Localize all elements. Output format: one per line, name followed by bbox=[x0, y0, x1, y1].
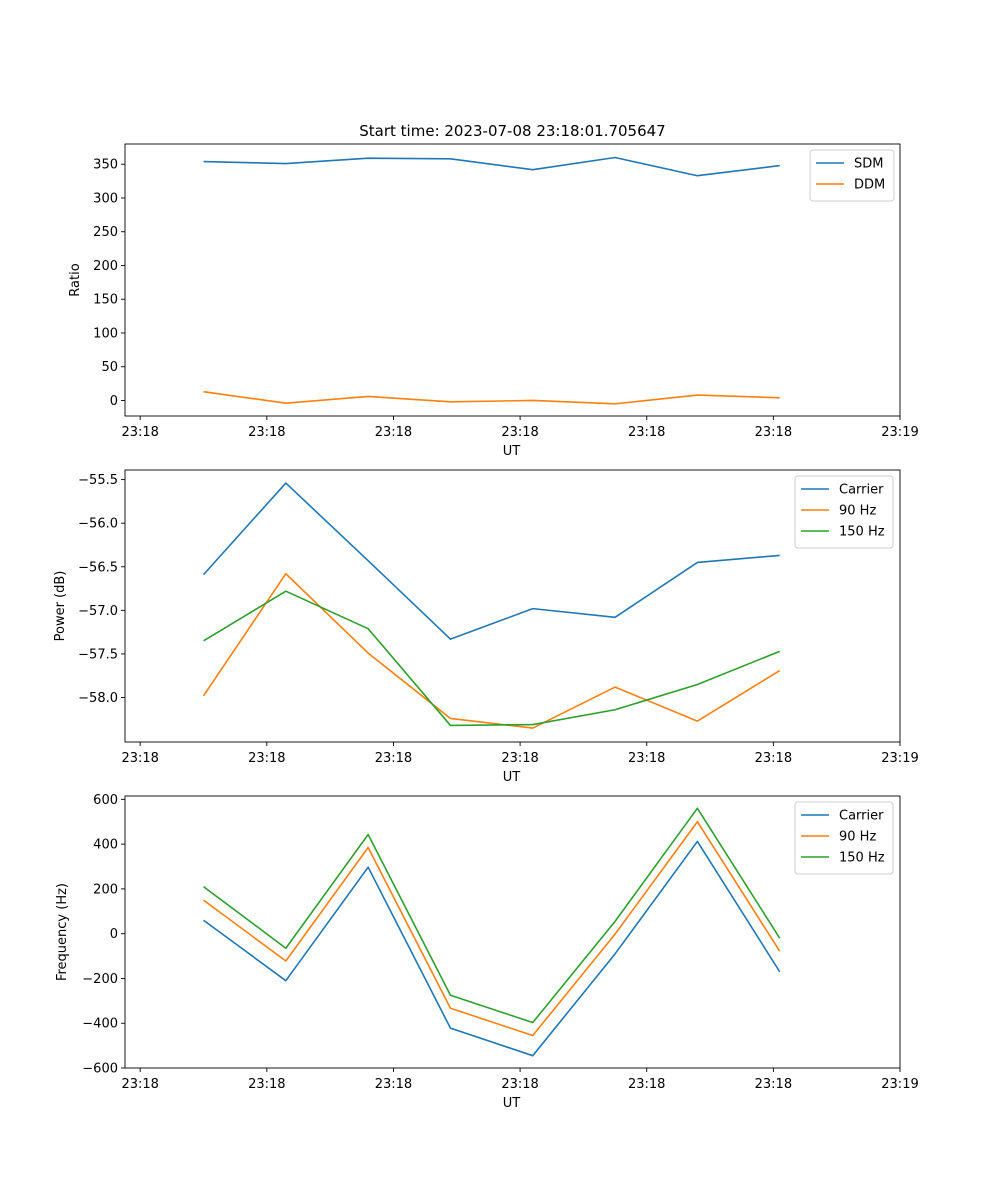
legend-label-150-hz: 150 Hz bbox=[839, 851, 885, 866]
x-axis-label: UT bbox=[503, 770, 521, 785]
axes-container: 23:18 23:18 23:18 23:18 23:18 23:18 23:19 0 50 10… bbox=[53, 143, 919, 1111]
series-line-150-hz bbox=[203, 807, 781, 1024]
x-tick-label: 23:18 bbox=[755, 1077, 792, 1092]
axes-panel-3: 23:18 23:18 23:18 23:18 23:18 23:18 23:19 −600 −… bbox=[55, 793, 919, 1111]
x-tick-label: 23:19 bbox=[881, 1077, 918, 1092]
x-tick-label: 23:18 bbox=[755, 751, 792, 766]
x-tick-label: 23:18 bbox=[121, 751, 158, 766]
x-axis-label: UT bbox=[503, 1096, 521, 1111]
x-tick-label: 23:18 bbox=[248, 425, 285, 440]
legend-label-90-hz: 90 Hz bbox=[839, 830, 876, 845]
series-line-carrier bbox=[203, 840, 781, 1057]
x-tick-label: 23:18 bbox=[501, 751, 538, 766]
y-tick-label: −57.0 bbox=[78, 604, 118, 619]
axes-frame bbox=[124, 143, 901, 417]
y-tick-label: 600 bbox=[93, 793, 118, 808]
y-tick-label: 50 bbox=[101, 360, 118, 375]
legend-label-sdm: SDM bbox=[854, 157, 883, 172]
y-axis-label: Power (dB) bbox=[53, 571, 68, 642]
y-axis-label: Ratio bbox=[68, 263, 83, 296]
y-tick-label: 100 bbox=[93, 326, 118, 341]
x-tick-label: 23:18 bbox=[501, 1077, 538, 1092]
y-tick-label: 200 bbox=[93, 882, 118, 897]
x-tick-label: 23:18 bbox=[375, 425, 412, 440]
y-tick-label: −57.5 bbox=[78, 647, 118, 662]
y-tick-label: 0 bbox=[110, 927, 118, 942]
x-axis-label: UT bbox=[503, 444, 521, 459]
x-tick-label: 23:18 bbox=[248, 751, 285, 766]
x-tick-label: 23:18 bbox=[628, 425, 665, 440]
y-tick-label: 250 bbox=[93, 225, 118, 240]
legend-label-90-hz: 90 Hz bbox=[839, 504, 876, 519]
series-line-ddm bbox=[203, 390, 780, 405]
y-tick-label: −600 bbox=[82, 1062, 118, 1077]
axes-panel-2: 23:18 23:18 23:18 23:18 23:18 23:18 23:19 −58.0… bbox=[53, 469, 919, 785]
x-tick-label: 23:18 bbox=[501, 425, 538, 440]
x-tick-label: 23:18 bbox=[121, 425, 158, 440]
x-tick-label: 23:18 bbox=[755, 425, 792, 440]
x-tick-label: 23:19 bbox=[881, 425, 918, 440]
legend-box bbox=[794, 801, 894, 875]
x-tick-label: 23:18 bbox=[628, 751, 665, 766]
axes-panel-1: 23:18 23:18 23:18 23:18 23:18 23:18 23:19 0 50 10… bbox=[68, 143, 919, 459]
y-tick-label: 350 bbox=[93, 158, 118, 173]
legend-box bbox=[794, 475, 894, 549]
x-tick-label: 23:19 bbox=[881, 751, 918, 766]
y-tick-label: −55.5 bbox=[78, 473, 118, 488]
y-tick-label: 150 bbox=[93, 293, 118, 308]
series-line-150-hz bbox=[203, 590, 780, 727]
chart-title: Start time: 2023-07-08 23:18:01.705647 bbox=[359, 122, 665, 140]
y-tick-label: −58.0 bbox=[78, 691, 118, 706]
y-tick-label: −200 bbox=[82, 972, 118, 987]
axes-frame bbox=[124, 469, 901, 743]
y-tick-label: −56.0 bbox=[78, 517, 118, 532]
legend-label-ddm: DDM bbox=[854, 178, 885, 193]
y-tick-label: −56.5 bbox=[78, 560, 118, 575]
y-tick-label: 200 bbox=[93, 259, 118, 274]
axes-frame bbox=[124, 795, 901, 1069]
series-line-90-hz bbox=[203, 820, 781, 1037]
x-tick-label: 23:18 bbox=[628, 1077, 665, 1092]
y-tick-label: 300 bbox=[93, 191, 118, 206]
series-line-carrier bbox=[202, 482, 780, 640]
series-line-sdm bbox=[203, 156, 780, 177]
x-tick-label: 23:18 bbox=[248, 1077, 285, 1092]
y-tick-label: −400 bbox=[82, 1017, 118, 1032]
y-axis-label: Frequency (Hz) bbox=[55, 883, 70, 981]
series-line-90-hz bbox=[202, 572, 781, 729]
y-tick-label: 0 bbox=[110, 394, 118, 409]
legend-label-carrier: Carrier bbox=[839, 483, 884, 498]
y-tick-label: 400 bbox=[93, 838, 118, 853]
legend-label-150-hz: 150 Hz bbox=[839, 525, 885, 540]
x-tick-label: 23:18 bbox=[375, 1077, 412, 1092]
x-tick-label: 23:18 bbox=[375, 751, 412, 766]
x-tick-label: 23:18 bbox=[121, 1077, 158, 1092]
legend-label-carrier: Carrier bbox=[839, 809, 884, 824]
